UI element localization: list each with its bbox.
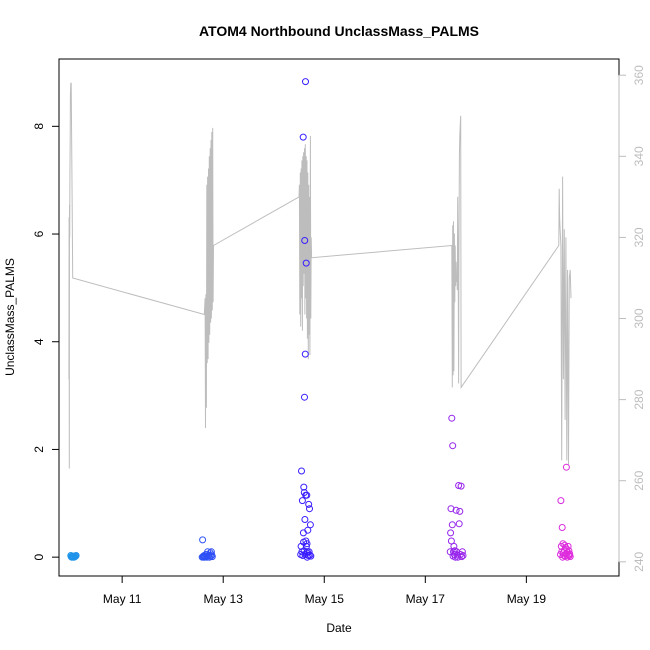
x-tick-label: May 13 <box>204 592 244 606</box>
right-y-tick-label: 300 <box>632 308 646 328</box>
data-point <box>305 548 313 556</box>
right-y-tick-label: 280 <box>632 389 646 409</box>
data-point <box>457 482 465 490</box>
data-point <box>301 393 308 401</box>
data-point <box>300 483 308 491</box>
data-point <box>450 542 458 550</box>
data-point <box>456 507 464 515</box>
x-tick-label: May 15 <box>305 592 345 606</box>
data-point <box>452 506 460 514</box>
data-point <box>301 516 309 523</box>
x-tick-label: May 19 <box>507 592 547 606</box>
data-point <box>206 549 214 557</box>
data-point <box>207 548 215 556</box>
data-point <box>72 552 80 559</box>
y-tick-label: 0 <box>32 553 46 560</box>
data-point <box>208 553 216 561</box>
data-point <box>557 497 565 505</box>
right-y-axis: 240 260 280 300 320 340 360 <box>618 65 646 572</box>
data-point <box>301 237 309 244</box>
data-point <box>449 442 457 450</box>
data-point <box>448 414 456 422</box>
data-point <box>298 497 306 505</box>
right-y-tick-label: 320 <box>632 227 646 247</box>
data-point <box>447 529 455 537</box>
x-axis: May 11 May 13 May 15 May 17 May 19 <box>103 575 547 606</box>
right-y-tick-label: 360 <box>632 65 646 85</box>
data-point <box>303 491 311 499</box>
y-axis: 0 2 4 6 8 <box>32 123 60 560</box>
y-tick-label: 4 <box>32 338 46 345</box>
data-point <box>298 467 305 475</box>
plot-frame <box>58 58 620 577</box>
gray-series-line <box>68 82 572 469</box>
data-point <box>302 78 309 86</box>
data-point <box>70 553 78 561</box>
y-tick-label: 8 <box>32 123 46 130</box>
y-axis-label: UnclassMass_PALMS <box>3 258 17 376</box>
data-point <box>306 505 313 513</box>
data-point <box>455 520 463 528</box>
data-point <box>304 526 312 534</box>
data-point <box>448 521 456 529</box>
data-point <box>306 521 314 529</box>
data-point <box>299 529 307 537</box>
data-point <box>301 350 309 358</box>
y-tick-label: 6 <box>32 230 46 237</box>
data-point <box>562 463 570 471</box>
x-tick-label: May 17 <box>406 592 446 606</box>
data-point <box>566 553 574 561</box>
data-point <box>303 540 311 548</box>
right-y-tick-label: 340 <box>632 146 646 166</box>
data-point <box>306 551 314 559</box>
right-y-tick-label: 240 <box>632 551 646 571</box>
colored-points-series <box>67 78 574 561</box>
data-point <box>302 259 310 267</box>
data-point <box>299 133 307 141</box>
data-point <box>459 552 467 559</box>
chart-title: ATOM4 Northbound UnclassMass_PALMS <box>199 23 479 39</box>
y-tick-label: 2 <box>32 446 46 453</box>
x-tick-label: May 11 <box>103 592 142 606</box>
x-axis-label: Date <box>326 621 352 635</box>
data-point <box>307 552 315 560</box>
gray-line-series <box>68 82 572 469</box>
data-point <box>458 553 466 561</box>
data-point <box>305 500 313 508</box>
data-point <box>199 536 207 544</box>
data-point <box>566 550 574 558</box>
data-point <box>558 524 566 531</box>
data-point <box>458 548 466 556</box>
data-point <box>564 542 572 550</box>
right-y-tick-label: 260 <box>632 470 646 490</box>
